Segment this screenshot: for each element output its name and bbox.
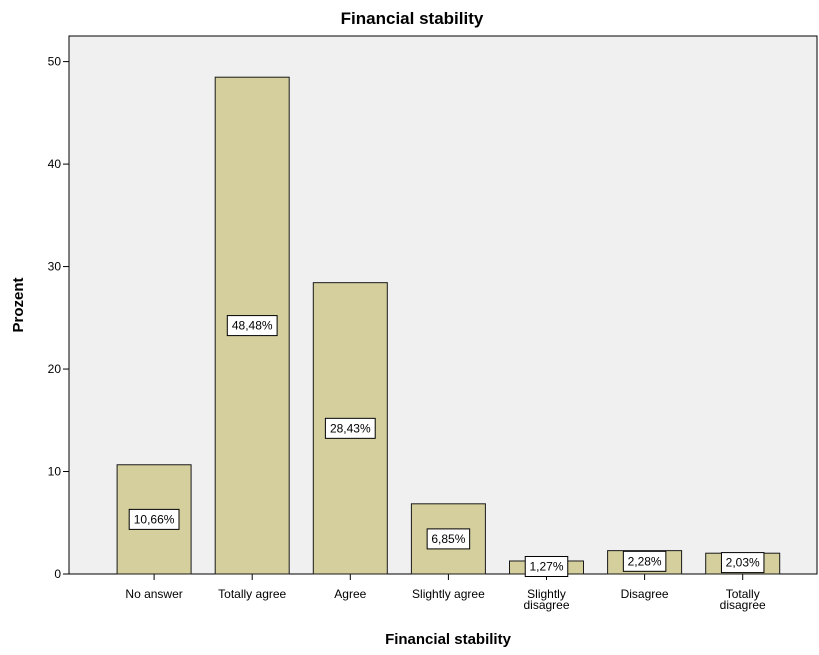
data-label-box (622, 550, 667, 572)
x-tick-label-line: Agree (334, 587, 366, 601)
data-label-box (324, 417, 376, 439)
y-tick-label: 40 (48, 157, 62, 171)
y-tick-label: 10 (48, 465, 62, 479)
data-label-box (226, 315, 278, 337)
plot-area (68, 35, 818, 575)
y-tick-label: 0 (54, 567, 61, 581)
y-tick-label: 20 (48, 362, 62, 376)
chart-title: Financial stability (341, 9, 484, 28)
data-label-box (128, 508, 180, 530)
x-tick-label: Disagree (621, 587, 669, 601)
x-tick-label: Slightly agree (412, 587, 485, 601)
x-tick-label-line: Disagree (621, 587, 669, 601)
data-label: 2,03% (720, 552, 765, 574)
y-tick-label: 50 (48, 55, 62, 69)
x-tick-label: Totally disagree (720, 587, 766, 612)
data-label-box (426, 528, 471, 550)
x-tick-label-line: Slightly agree (412, 587, 485, 601)
x-tick-label-line: Slightly (527, 587, 566, 601)
x-tick-label: Slightly disagree (523, 587, 569, 612)
data-label: 6,85% (426, 528, 471, 550)
x-axis: No answer Totally agree Agree Slightly agre… (69, 573, 817, 612)
data-label-text: 6,85% (431, 532, 465, 546)
x-tick-label: Agree (334, 587, 366, 601)
y-tick-label: 30 (48, 260, 62, 274)
data-label-text: 2,28% (628, 554, 662, 568)
data-label: 2,28% (622, 550, 667, 572)
data-label: 48,48% (226, 315, 278, 337)
y-axis: 0 10 20 30 40 50 (48, 55, 69, 581)
data-label: 1,27% (524, 555, 569, 577)
data-label-text: 10,66% (134, 512, 175, 526)
data-label: 10,66% (128, 508, 180, 530)
x-tick-label-line: No answer (125, 587, 182, 601)
data-labels-group: 10,66% 48,48% 28,43% 6,85% 1,27% 2,28% 2,03% (128, 315, 765, 577)
data-label-text: 48,48% (232, 319, 273, 333)
data-label-text: 2,03% (726, 556, 760, 570)
x-axis-title: Financial stability (385, 631, 512, 648)
x-tick-label: No answer (125, 587, 182, 601)
data-label-text: 1,27% (529, 559, 563, 573)
data-label-box (524, 555, 569, 577)
x-tick-label: Totally agree (218, 587, 286, 601)
x-tick-label-line: disagree (523, 598, 569, 612)
x-tick-label-line: Totally (726, 587, 760, 601)
y-axis-title: Prozent (10, 277, 27, 332)
data-label-box (720, 552, 765, 574)
x-tick-label-line: disagree (720, 598, 766, 612)
x-tick-label-line: Totally agree (218, 587, 286, 601)
data-label-text: 28,43% (330, 421, 371, 435)
data-label: 28,43% (324, 417, 376, 439)
